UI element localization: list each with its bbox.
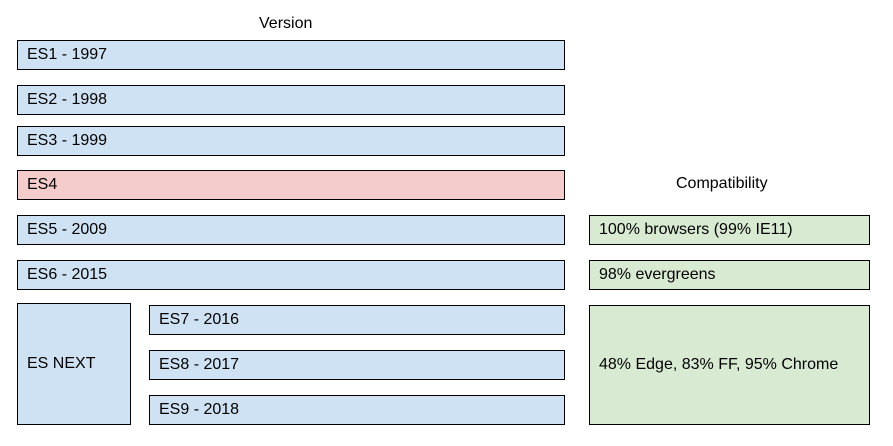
- compatibility-es5: 100% browsers (99% IE11): [589, 215, 870, 245]
- version-es4: ES4: [17, 170, 565, 200]
- version-es6: ES6 - 2015: [17, 260, 565, 290]
- version-es1: ES1 - 1997: [17, 40, 565, 70]
- compatibility-header: Compatibility: [676, 175, 768, 192]
- version-es2: ES2 - 1998: [17, 85, 565, 115]
- version-header: Version: [259, 15, 313, 32]
- compatibility-es-next: 48% Edge, 83% FF, 95% Chrome: [589, 305, 870, 425]
- version-es8: ES8 - 2017: [149, 350, 565, 380]
- compatibility-es6: 98% evergreens: [589, 260, 870, 290]
- version-es5: ES5 - 2009: [17, 215, 565, 245]
- version-es-next: ES NEXT: [17, 303, 131, 425]
- version-es9: ES9 - 2018: [149, 395, 565, 425]
- version-es7: ES7 - 2016: [149, 305, 565, 335]
- version-es3: ES3 - 1999: [17, 126, 565, 156]
